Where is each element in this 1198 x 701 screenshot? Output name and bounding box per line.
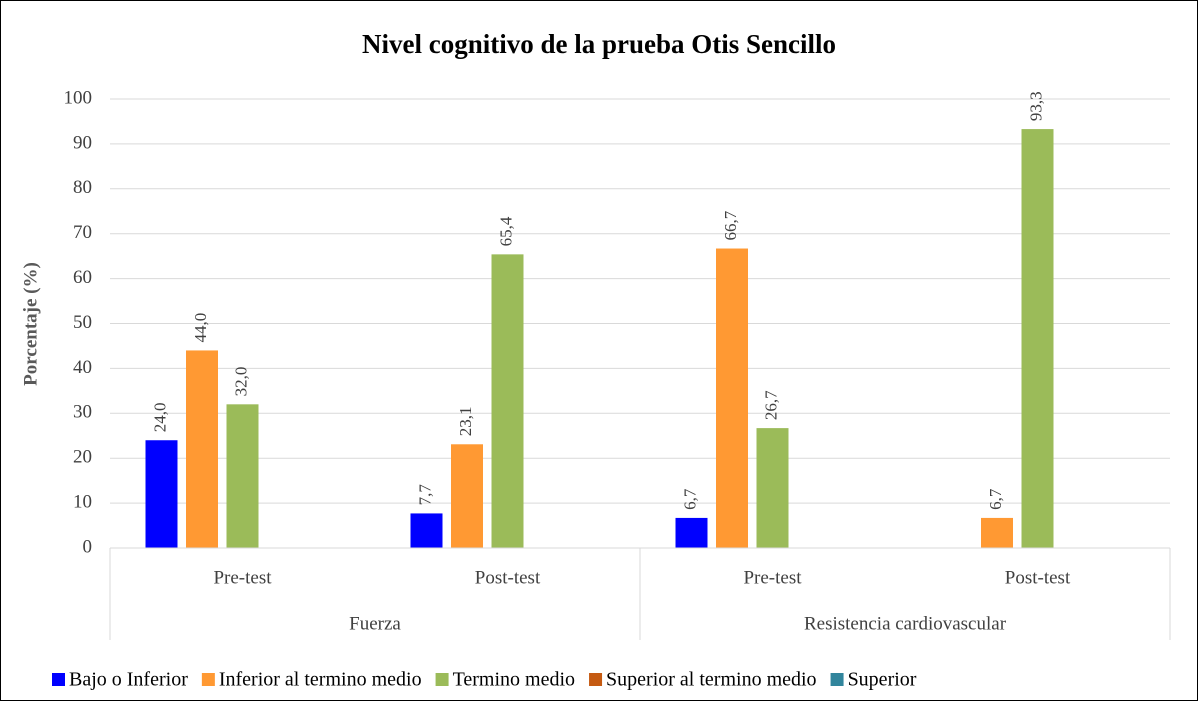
- bar: [226, 404, 259, 548]
- x-tick-label: Pre-test: [743, 567, 802, 588]
- bar: [1021, 129, 1054, 548]
- y-tick-label: 60: [73, 267, 92, 288]
- data-label: 6,7: [680, 488, 699, 510]
- y-tick-label: 0: [83, 536, 93, 557]
- y-tick-label: 10: [73, 491, 92, 512]
- data-label: 26,7: [761, 390, 780, 420]
- y-tick-label: 80: [73, 177, 92, 198]
- y-axis-label: Porcentaje (%): [20, 262, 41, 386]
- legend-label: Inferior al termino medio: [219, 669, 422, 691]
- y-tick-label: 100: [64, 87, 93, 108]
- legend-swatch: [830, 673, 844, 686]
- bar: [675, 517, 708, 548]
- legend-swatch: [589, 673, 603, 686]
- group-label: Fuerza: [349, 613, 401, 634]
- legend-swatch: [52, 673, 65, 686]
- bar: [981, 517, 1013, 548]
- y-tick-label: 90: [73, 132, 92, 153]
- bar: [410, 513, 443, 548]
- chart-title: Nivel cognitivo de la prueba Otis Sencil…: [362, 29, 836, 59]
- data-label: 44,0: [191, 313, 210, 343]
- y-tick-label: 30: [73, 402, 92, 423]
- x-tick-label: Post-test: [1005, 567, 1071, 588]
- data-label: 7,7: [415, 484, 434, 506]
- legend-label: Termino medio: [453, 669, 575, 691]
- bar: [756, 428, 789, 548]
- data-label: 93,3: [1026, 91, 1045, 121]
- data-label: 65,4: [496, 216, 515, 246]
- legend-label: Superior al termino medio: [606, 669, 817, 691]
- bar: [186, 350, 218, 548]
- legend-label: Bajo o Inferior: [69, 669, 188, 691]
- group-label: Resistencia cardiovascular: [804, 613, 1007, 634]
- data-label: 23,1: [456, 407, 475, 437]
- bar: [451, 444, 483, 548]
- data-label: 32,0: [231, 367, 250, 397]
- data-label: 66,7: [721, 210, 740, 240]
- bar: [145, 440, 178, 548]
- data-label: 24,0: [150, 402, 169, 432]
- y-tick-label: 50: [73, 312, 92, 333]
- y-tick-label: 70: [73, 222, 92, 243]
- bar: [716, 248, 748, 548]
- legend-label: Superior: [848, 669, 917, 691]
- y-tick-label: 40: [73, 357, 92, 378]
- legend-swatch: [201, 673, 215, 686]
- y-tick-label: 20: [73, 447, 92, 468]
- x-tick-label: Pre-test: [213, 567, 272, 588]
- legend-swatch: [435, 673, 449, 686]
- x-tick-label: Post-test: [475, 567, 541, 588]
- bar: [491, 254, 524, 548]
- data-label: 6,7: [986, 488, 1005, 510]
